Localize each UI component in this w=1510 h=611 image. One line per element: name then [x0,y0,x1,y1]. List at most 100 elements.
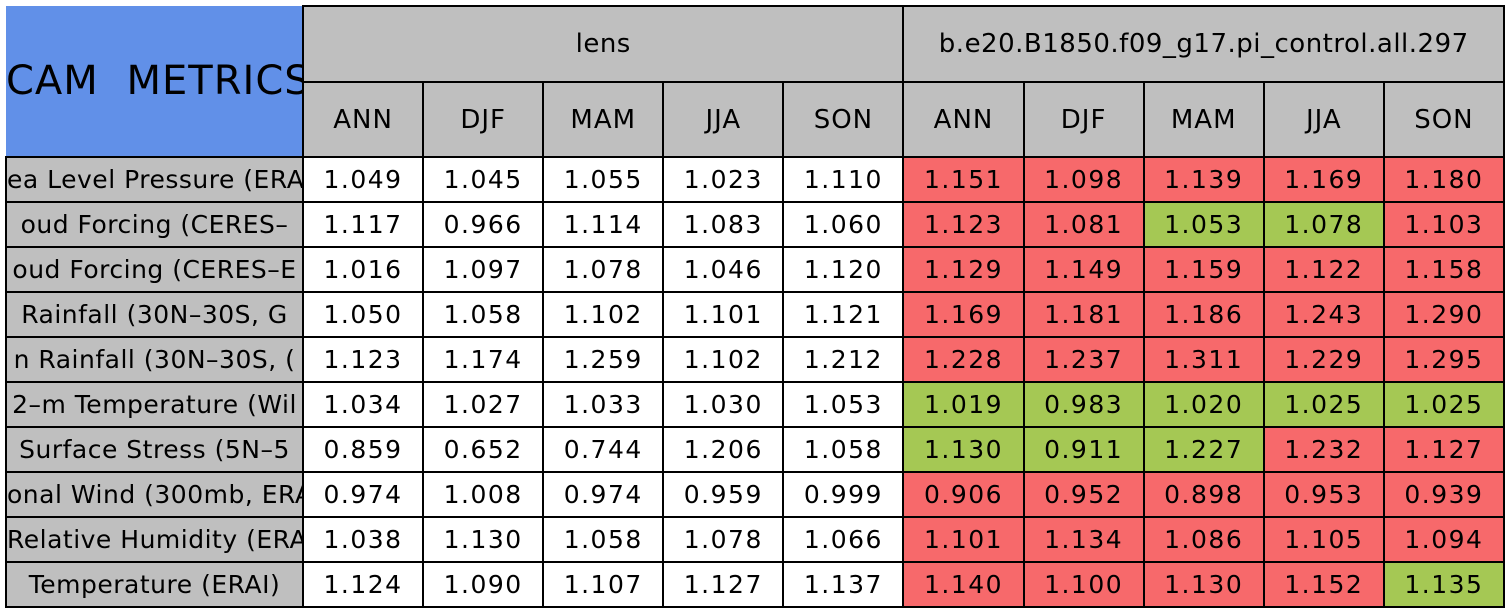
lens-value-cell: 1.206 [662,426,785,473]
season-header-lens-ann: ANN [301,81,425,158]
lens-value-cell: 1.097 [422,246,545,293]
lens-value-cell: 1.045 [422,156,545,203]
lens-value-cell: 1.117 [301,201,425,248]
lens-value-cell: 1.123 [301,336,425,383]
table-row: oud Forcing (CERES– 1.117 0.966 1.114 1.083 1… [5,201,1506,248]
metric-label: oud Forcing (CERES– [5,201,304,248]
lens-value-cell: 1.023 [662,156,785,203]
lens-value-cell: 1.102 [542,291,665,338]
control-value-cell: 1.186 [1142,291,1265,338]
season-header-control-djf: DJF [1022,81,1145,158]
table-row: 2–m Temperature (Wil 1.034 1.027 1.033 1.030… [5,381,1506,428]
lens-value-cell: 0.974 [542,471,665,518]
lens-value-cell: 1.050 [301,291,425,338]
control-value-cell: 1.025 [1262,381,1385,428]
table-row: Surface Stress (5N–5 0.859 0.652 0.744 1.206… [5,426,1506,473]
lens-value-cell: 1.046 [662,246,785,293]
lens-value-cell: 1.212 [782,336,905,383]
control-value-cell: 1.180 [1382,156,1506,203]
lens-value-cell: 1.055 [542,156,665,203]
table-title: CAM METRICS [6,6,304,158]
metric-label: oud Forcing (CERES–E [5,246,304,293]
season-header-control-son: SON [1382,81,1506,158]
lens-value-cell: 1.083 [662,201,785,248]
control-value-cell: 1.237 [1022,336,1145,383]
control-value-cell: 1.127 [1382,426,1506,473]
control-value-cell: 0.952 [1022,471,1145,518]
control-value-cell: 1.094 [1382,516,1506,563]
lens-value-cell: 1.090 [422,561,545,608]
lens-value-cell: 1.027 [422,381,545,428]
table-row: oud Forcing (CERES–E 1.016 1.097 1.078 1.046… [5,246,1506,293]
lens-value-cell: 1.078 [662,516,785,563]
cam-metrics-table: CAM METRICS lens b.e20.B1850.f09_g17.pi_… [5,5,1506,608]
control-value-cell: 0.983 [1022,381,1145,428]
control-value-cell: 1.129 [902,246,1025,293]
lens-value-cell: 1.053 [782,381,905,428]
season-header-lens-jja: JJA [662,81,785,158]
lens-value-cell: 1.058 [782,426,905,473]
table-row: Rainfall (30N–30S, G 1.050 1.058 1.102 1.101… [5,291,1506,338]
control-value-cell: 1.169 [902,291,1025,338]
season-header-control-ann: ANN [902,81,1025,158]
control-value-cell: 0.953 [1262,471,1385,518]
table-row: n Rainfall (30N–30S, (1.123 1.174 1.259 1.1… [5,336,1506,383]
lens-value-cell: 1.078 [542,246,665,293]
control-value-cell: 1.169 [1262,156,1385,203]
control-value-cell: 1.290 [1382,291,1506,338]
lens-value-cell: 1.034 [301,381,425,428]
lens-value-cell: 1.058 [542,516,665,563]
table-row: onal Wind (300mb, ERA 0.974 1.008 0.974 0.95… [5,471,1506,518]
group-header-lens: lens [301,5,905,83]
lens-value-cell: 1.049 [301,156,425,203]
control-value-cell: 1.243 [1262,291,1385,338]
metric-label: onal Wind (300mb, ERA [5,471,304,518]
control-value-cell: 1.134 [1022,516,1145,563]
lens-value-cell: 0.859 [301,426,425,473]
control-value-cell: 1.295 [1382,336,1506,383]
control-value-cell: 1.105 [1262,516,1385,563]
lens-value-cell: 1.127 [662,561,785,608]
lens-value-cell: 1.016 [301,246,425,293]
lens-value-cell: 1.174 [422,336,545,383]
control-value-cell: 1.101 [902,516,1025,563]
control-value-cell: 1.229 [1262,336,1385,383]
lens-value-cell: 1.107 [542,561,665,608]
control-value-cell: 1.135 [1382,561,1506,608]
control-value-cell: 1.152 [1262,561,1385,608]
control-value-cell: 1.140 [902,561,1025,608]
metric-label: n Rainfall (30N–30S, ( [5,336,304,383]
lens-value-cell: 1.137 [782,561,905,608]
metric-label: Temperature (ERAI) [5,561,304,608]
metric-label: ea Level Pressure (ERA [5,156,304,203]
control-value-cell: 1.078 [1262,201,1385,248]
lens-value-cell: 1.033 [542,381,665,428]
season-header-lens-son: SON [782,81,905,158]
season-header-control-jja: JJA [1262,81,1385,158]
lens-value-cell: 0.959 [662,471,785,518]
lens-value-cell: 1.102 [662,336,785,383]
control-value-cell: 1.020 [1142,381,1265,428]
control-value-cell: 1.158 [1382,246,1506,293]
control-value-cell: 1.025 [1382,381,1506,428]
control-value-cell: 1.103 [1382,201,1506,248]
lens-value-cell: 1.101 [662,291,785,338]
table-row: ea Level Pressure (ERA 1.049 1.045 1.055 1.0… [5,156,1506,203]
lens-value-cell: 1.259 [542,336,665,383]
control-value-cell: 1.149 [1022,246,1145,293]
lens-value-cell: 0.974 [301,471,425,518]
control-value-cell: 1.100 [1022,561,1145,608]
lens-value-cell: 1.030 [662,381,785,428]
season-header-control-mam: MAM [1142,81,1265,158]
lens-value-cell: 1.121 [782,291,905,338]
control-value-cell: 1.019 [902,381,1025,428]
control-value-cell: 1.227 [1142,426,1265,473]
control-value-cell: 1.232 [1262,426,1385,473]
control-value-cell: 1.122 [1262,246,1385,293]
control-value-cell: 0.939 [1382,471,1506,518]
lens-value-cell: 1.008 [422,471,545,518]
lens-value-cell: 1.060 [782,201,905,248]
lens-value-cell: 1.120 [782,246,905,293]
lens-value-cell: 0.744 [542,426,665,473]
lens-value-cell: 1.038 [301,516,425,563]
